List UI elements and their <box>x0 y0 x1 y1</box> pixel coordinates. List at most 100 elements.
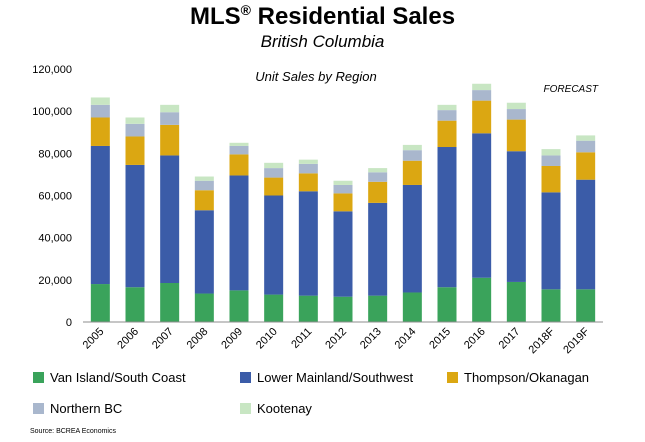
bar-segment-2012-s1 <box>333 211 353 297</box>
bar-group-2017 <box>506 102 526 322</box>
bar-segment-2016-s2 <box>472 100 492 134</box>
bar-segment-2014-s0 <box>402 292 422 322</box>
bar-segment-2019F-s0 <box>576 289 596 322</box>
bar-segment-2007-s3 <box>160 112 180 125</box>
bar-group-2008 <box>194 176 214 322</box>
bar-segment-2008-s1 <box>194 210 214 294</box>
bar-segment-2017-s3 <box>506 109 526 120</box>
bar-segment-2010-s1 <box>264 195 284 295</box>
bar-segment-2005-s1 <box>90 145 110 285</box>
bar-segment-2013-s4 <box>368 168 388 173</box>
bar-segment-2015-s2 <box>437 120 457 148</box>
bar-segment-2006-s4 <box>125 117 145 124</box>
legend-item: Van Island/South Coast <box>33 370 186 385</box>
y-tick-label: 120,000 <box>32 64 72 76</box>
bar-group-2014 <box>402 144 422 322</box>
x-tick-label: 2019F <box>561 325 592 356</box>
bar-segment-2005-s0 <box>90 284 110 322</box>
bar-segment-2012-s0 <box>333 296 353 322</box>
bar-segment-2017-s2 <box>506 119 526 152</box>
y-tick-label: 40,000 <box>38 233 72 245</box>
y-tick-label: 100,000 <box>32 106 72 118</box>
bar-segment-2019F-s3 <box>576 140 596 153</box>
bar-segment-2017-s4 <box>506 102 526 110</box>
bar-segment-2018F-s0 <box>541 289 561 322</box>
x-tick-label: 2011 <box>289 326 314 351</box>
legend-swatch <box>240 403 251 414</box>
legend-label: Kootenay <box>257 401 312 416</box>
bar-segment-2015-s1 <box>437 147 457 288</box>
bar-group-2011 <box>298 159 318 322</box>
stacked-bar-chart: 020,00040,00060,00080,000100,000120,000 … <box>32 64 603 356</box>
bar-segment-2013-s1 <box>368 202 388 296</box>
bar-segment-2014-s2 <box>402 160 422 185</box>
bar-segment-2010-s4 <box>264 162 284 169</box>
bar-segment-2012-s2 <box>333 193 353 212</box>
bar-segment-2014-s4 <box>402 144 422 151</box>
x-tick-label: 2010 <box>254 326 280 352</box>
bar-segment-2007-s4 <box>160 104 180 113</box>
legend-item: Northern BC <box>33 401 122 416</box>
bar-segment-2011-s2 <box>298 173 318 192</box>
bar-group-2009 <box>229 142 249 322</box>
x-tick-label: 2006 <box>115 326 141 352</box>
y-tick-label: 20,000 <box>38 275 72 287</box>
x-tick-label: 2014 <box>393 326 419 352</box>
legend-item: Kootenay <box>240 401 312 416</box>
bar-segment-2008-s4 <box>194 176 214 181</box>
bar-group-2005 <box>90 97 110 322</box>
bar-segment-2005-s4 <box>90 97 110 105</box>
bar-segment-2017-s1 <box>506 151 526 282</box>
y-tick-label: 60,000 <box>38 191 72 203</box>
x-tick-label: 2009 <box>219 326 245 352</box>
bar-segment-2009-s3 <box>229 145 249 155</box>
legend-label: Northern BC <box>50 401 123 416</box>
bar-group-2019F <box>576 135 596 322</box>
bar-group-2016 <box>472 83 492 322</box>
bar-segment-2019F-s4 <box>576 135 596 141</box>
bar-segment-2011-s4 <box>298 159 318 164</box>
chart-title: MLS® Residential Sales <box>189 2 456 30</box>
bar-segment-2009-s1 <box>229 175 249 291</box>
legend-label: Thompson/Okanagan <box>464 370 590 385</box>
source-note: Source: BCREA Economics <box>30 428 116 435</box>
inner-title: Unit Sales by Region <box>255 69 376 84</box>
bar-segment-2007-s0 <box>160 282 180 322</box>
bar-segment-2019F-s2 <box>576 152 596 180</box>
bar-segment-2015-s0 <box>437 287 457 322</box>
bar-segment-2015-s4 <box>437 104 457 111</box>
bar-segment-2012-s4 <box>333 180 353 185</box>
bar-segment-2017-s0 <box>506 281 526 322</box>
bar-segment-2006-s2 <box>125 136 145 165</box>
bar-segment-2011-s3 <box>298 163 318 174</box>
y-tick-label: 0 <box>66 317 72 329</box>
x-tick-label: 2015 <box>427 326 453 352</box>
bar-segment-2016-s0 <box>472 277 492 322</box>
bar-segment-2009-s0 <box>229 290 249 322</box>
x-tick-label: 2018F <box>527 325 558 356</box>
bar-segment-2011-s1 <box>298 191 318 296</box>
bar-segment-2008-s3 <box>194 180 214 191</box>
bar-segment-2014-s1 <box>402 184 422 293</box>
bar-segment-2016-s4 <box>472 83 492 91</box>
x-tick-label: 2013 <box>358 326 384 352</box>
x-tick-label: 2016 <box>462 326 488 352</box>
legend-label: Van Island/South Coast <box>50 370 186 385</box>
y-tick-label: 80,000 <box>38 148 72 160</box>
legend-swatch <box>240 372 251 383</box>
x-tick-label: 2005 <box>81 326 107 352</box>
chart-subtitle: British Columbia <box>260 32 385 51</box>
legend-swatch <box>33 372 44 383</box>
bar-group-2010 <box>264 162 284 322</box>
bar-segment-2006-s1 <box>125 164 145 288</box>
bar-segment-2006-s3 <box>125 123 145 137</box>
bar-group-2007 <box>160 104 180 322</box>
bar-segment-2010-s3 <box>264 168 284 178</box>
y-axis: 0 20,000 40,000 60,000 80,000 100,000 120,000 <box>32 64 72 329</box>
bar-segment-2008-s2 <box>194 190 214 211</box>
bar-segment-2018F-s1 <box>541 192 561 290</box>
legend-label: Lower Mainland/Southwest <box>257 370 414 385</box>
bar-segment-2007-s1 <box>160 155 180 283</box>
bar-segment-2009-s2 <box>229 154 249 176</box>
x-tick-label: 2007 <box>150 326 176 352</box>
